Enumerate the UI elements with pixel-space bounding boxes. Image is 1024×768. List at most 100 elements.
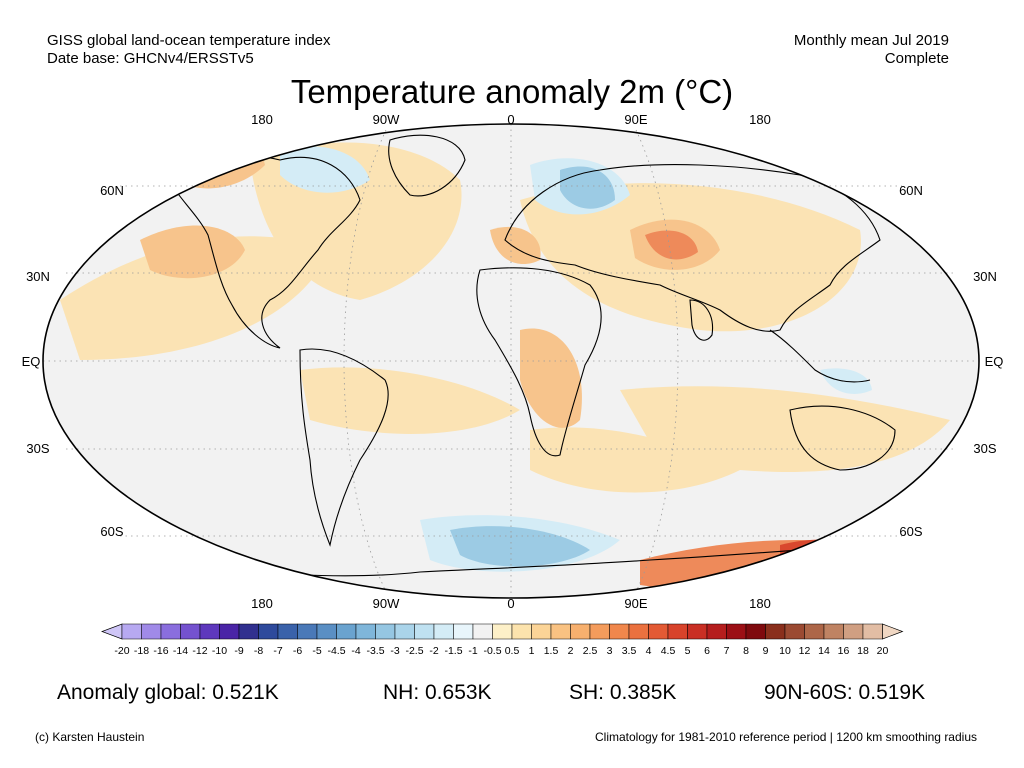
colorbar-tick-label: 10: [779, 645, 791, 657]
lat-label-right-60n: 60N: [899, 183, 923, 198]
lon-label-bottom-180w: 180: [251, 596, 273, 608]
colorbar-swatch: [297, 623, 318, 640]
greenland-outline: [388, 134, 466, 197]
colorbar-tick-label: 1: [529, 645, 535, 657]
lat-label-right-60s: 60S: [899, 524, 922, 539]
colorbar-tick-label: 9: [763, 645, 769, 657]
data-base-label: Date base: GHCNv4/ERSSTv5: [47, 50, 254, 67]
colorbar-swatch: [667, 623, 688, 640]
colorbar-swatch: [531, 623, 552, 640]
colorbar-swatch: [862, 623, 883, 640]
colorbar-tick-label: -8: [254, 645, 263, 657]
completeness-label: Complete: [884, 50, 949, 67]
colorbar: -20 -18 -16 -14 -12 -10 -9 -8 -7 -6 -5 -4.5 -4 -3.5 -3…: [101, 623, 904, 657]
colorbar-tick-label: -16: [153, 645, 168, 657]
colorbar-swatch: [648, 623, 669, 640]
colorbar-tick-label: -4.5: [327, 645, 345, 657]
colorbar-swatch: [492, 623, 513, 640]
graticule: [43, 124, 979, 598]
colorbar-tick-label: -1: [468, 645, 477, 657]
colorbar-swatch: [784, 623, 805, 640]
colorbar-swatch: [687, 623, 708, 640]
colorbar-swatch: [180, 623, 201, 640]
lat-label-left-30s: 30S: [26, 441, 49, 456]
colorbar-swatch: [453, 623, 474, 640]
colorbar-tick-labels: -20 -18 -16 -14 -12 -10 -9 -8 -7 -6 -5 -4.5 -4 -3.5 -3…: [114, 645, 888, 657]
colorbar-tick-label: 2: [568, 645, 574, 657]
africa-outline: [476, 267, 602, 457]
colorbar-tick-label: -5: [312, 645, 321, 657]
colorbar-swatch: [375, 623, 396, 640]
warm-band-southern-indian: [530, 427, 740, 493]
warm-north-pacific: [140, 225, 245, 279]
colorbar-swatch: [238, 623, 259, 640]
anomaly-nh: NH: 0.653K: [383, 681, 492, 704]
colorbar-tick-label: -7: [273, 645, 282, 657]
colorbar-tick-label: 5: [685, 645, 691, 657]
cold-scandinavia: [560, 166, 615, 209]
anomaly-map: 180 90W 0 90E 180 180 90W 0 90E 180 60N …: [22, 112, 1004, 608]
southeast-asia-outline: [769, 329, 871, 383]
header-left: GISS global land-ocean temperature index…: [47, 32, 331, 68]
colorbar-swatch: [199, 623, 220, 640]
colorbar-tick-label: -18: [134, 645, 149, 657]
colorbar-tick-label: -3.5: [366, 645, 384, 657]
colorbar-swatch: [141, 623, 162, 640]
colorbar-swatch: [589, 623, 610, 640]
lon-label-top-180w: 180: [251, 112, 273, 127]
colorbar-swatch: [316, 623, 337, 640]
colorbar-tick-label: 4.5: [661, 645, 676, 657]
colorbar-swatch: [414, 623, 435, 640]
warm-africa: [520, 328, 582, 428]
anomaly-sh: SH: 0.385K: [569, 681, 677, 704]
header-right: Monthly mean Jul 2019 Complete: [794, 32, 949, 68]
colorbar-swatch: [277, 623, 298, 640]
colorbar-tick-label: -6: [293, 645, 302, 657]
lon-label-bottom-90w: 90W: [373, 596, 400, 608]
period-label: Monthly mean Jul 2019: [793, 32, 949, 49]
colorbar-tick-label: -2: [429, 645, 438, 657]
colorbar-swatch: [745, 623, 766, 640]
warm-band-tropical-atlantic: [300, 367, 520, 434]
colorbar-swatch: [394, 623, 415, 640]
colorbar-swatch: [258, 623, 279, 640]
colorbar-tick-label: 20: [877, 645, 889, 657]
colorbar-tick-label: -1.5: [444, 645, 462, 657]
anomaly-global: Anomaly global: 0.521K: [57, 681, 279, 704]
colorbar-tick-label: 4: [646, 645, 652, 657]
colorbar-swatches: [101, 623, 904, 640]
lat-label-right-30n: 30N: [973, 269, 997, 284]
colorbar-swatch: [726, 623, 747, 640]
copyright: (c) Karsten Haustein: [35, 730, 145, 744]
colorbar-tick-label: 14: [818, 645, 830, 657]
colorbar-low-arrow: [101, 623, 123, 640]
anomaly-polar: 90N-60S: 0.519K: [764, 681, 926, 704]
australia-outline: [789, 405, 896, 471]
lat-label-left-60n: 60N: [100, 183, 124, 198]
colorbar-tick-label: -0.5: [483, 645, 501, 657]
colorbar-swatch: [219, 623, 240, 640]
lon-label-top-90w: 90W: [373, 112, 400, 127]
colorbar-swatch: [765, 623, 786, 640]
colorbar-swatch: [472, 623, 493, 640]
eurasia-outline: [504, 164, 881, 332]
colorbar-swatch: [804, 623, 825, 640]
colorbar-swatch: [121, 623, 142, 640]
colorbar-tick-label: -14: [173, 645, 188, 657]
india-outline: [689, 299, 714, 341]
colorbar-tick-label: -10: [212, 645, 227, 657]
colorbar-swatch: [336, 623, 357, 640]
colorbar-swatch: [706, 623, 727, 640]
colorbar-swatch: [609, 623, 630, 640]
colorbar-tick-label: 3.5: [622, 645, 637, 657]
warm-band-north-pacific: [60, 236, 330, 360]
colorbar-tick-label: 3: [607, 645, 613, 657]
colorbar-tick-label: 6: [704, 645, 710, 657]
colorbar-tick-label: 1.5: [544, 645, 559, 657]
colorbar-tick-label: 18: [857, 645, 869, 657]
warm-band-south-pacific: [620, 386, 950, 472]
climatology-note: Climatology for 1981-2010 reference peri…: [595, 730, 977, 744]
colorbar-high-arrow: [882, 623, 904, 640]
lon-label-bottom-180e: 180: [749, 596, 771, 608]
colorbar-swatch: [550, 623, 571, 640]
